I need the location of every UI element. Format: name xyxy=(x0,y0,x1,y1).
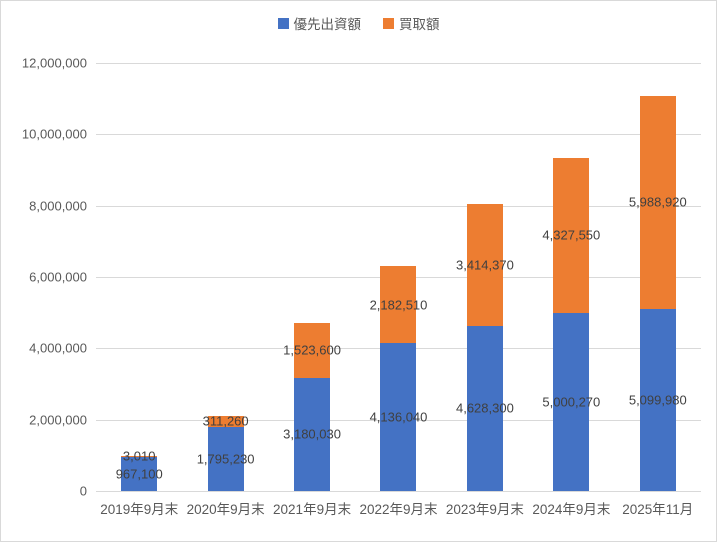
gridline xyxy=(96,205,701,207)
legend-item-series-1: 優先出資額 xyxy=(277,13,362,33)
y-tick-label: 2,000,000 xyxy=(29,412,87,428)
data-label: 3,010 xyxy=(122,448,156,464)
y-tick-label: 10,000,000 xyxy=(21,126,87,142)
y-tick-label: 8,000,000 xyxy=(29,198,87,214)
gridline xyxy=(96,63,701,64)
bar-segment-orange xyxy=(294,323,331,378)
x-axis-line xyxy=(96,491,701,492)
gridline xyxy=(96,134,701,136)
bar-segment-orange xyxy=(466,204,503,326)
data-label: 1,523,600 xyxy=(283,342,341,358)
bar-segment-orange xyxy=(553,158,590,313)
data-label: 5,099,980 xyxy=(628,392,687,408)
legend: 優先出資額 買取額 xyxy=(1,13,716,33)
legend-label-series-2: 買取額 xyxy=(399,17,440,32)
bar-slot: 3,180,030 1,523,600 xyxy=(269,63,355,491)
x-axis-label: 2025年11月 xyxy=(622,502,694,517)
data-label: 1,795,230 xyxy=(196,451,255,467)
legend-item-series-2: 買取額 xyxy=(383,13,440,33)
x-axis-label: 2024年9月末 xyxy=(532,502,611,517)
bar-slot: 5,000,270 4,327,550 xyxy=(528,63,614,491)
bar-segment-blue xyxy=(207,426,244,491)
y-tick-label: 6,000,000 xyxy=(29,269,87,285)
data-label: 4,327,550 xyxy=(542,227,601,243)
bar-slot: 4,628,300 3,414,370 xyxy=(442,63,528,491)
data-label: 967,100 xyxy=(115,466,163,482)
bar-slot: 4,136,040 2,182,510 xyxy=(355,63,441,491)
data-label: 5,000,270 xyxy=(542,394,601,410)
data-label: 3,180,030 xyxy=(283,426,341,442)
data-label: 2,182,510 xyxy=(369,297,428,313)
bar-slot: 5,099,980 5,988,920 xyxy=(615,63,701,491)
data-label: 4,136,040 xyxy=(369,409,428,425)
bar-segment-blue xyxy=(294,377,331,491)
data-label: 4,628,300 xyxy=(455,400,514,416)
x-axis-label: 2022年9月末 xyxy=(359,502,438,517)
bar-slot: 967,100 3,010 xyxy=(96,63,182,491)
y-tick-label: 4,000,000 xyxy=(29,340,87,356)
data-label: 311,260 xyxy=(202,413,249,429)
y-tick-label: 0 xyxy=(79,483,87,499)
plot-area: 967,100 3,010 2019年9月末 1,795,230 311,260 2020… xyxy=(96,63,701,517)
bar-segment-orange xyxy=(207,415,244,427)
x-axis-label: 2020年9月末 xyxy=(186,502,265,517)
data-label: 5,988,920 xyxy=(628,194,687,210)
bar-segment-blue xyxy=(553,312,590,491)
x-axis-label: 2021年9月末 xyxy=(273,502,352,517)
legend-label-series-1: 優先出資額 xyxy=(293,17,362,32)
bar-segment-blue xyxy=(380,343,417,491)
x-axis-label: 2019年9月末 xyxy=(100,502,179,517)
legend-swatch-orange-icon xyxy=(383,17,394,29)
bar-segment-blue xyxy=(639,309,676,491)
bar-segment-blue xyxy=(121,456,158,491)
bar-segment-orange xyxy=(380,265,417,344)
bar-segment-blue xyxy=(466,325,503,491)
data-label: 3,414,370 xyxy=(455,257,514,273)
y-tick-label: 12,000,000 xyxy=(21,55,87,71)
bar-segment-orange xyxy=(639,95,676,310)
x-axis-label: 2023年9月末 xyxy=(445,502,524,517)
legend-swatch-blue-icon xyxy=(277,17,289,29)
bar-slot: 1,795,230 311,260 xyxy=(182,63,268,491)
